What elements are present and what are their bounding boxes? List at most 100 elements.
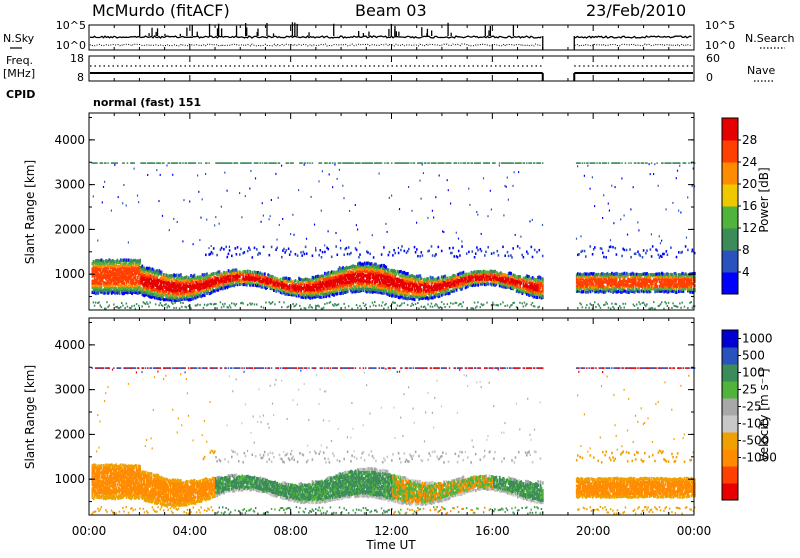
echo-cell [526, 280, 528, 283]
echo-cell [223, 305, 225, 307]
echo-cell [278, 197, 279, 199]
echo-cell [417, 255, 419, 258]
echo-cell [161, 271, 163, 274]
echo-cell [498, 254, 500, 257]
echo-cell [315, 249, 317, 252]
echo-cell [298, 189, 299, 191]
echo-cell [359, 162, 361, 164]
echo-cell [600, 162, 602, 164]
echo-cell [448, 189, 449, 191]
echo-cell [441, 301, 443, 303]
echo-cell [416, 222, 417, 224]
echo-cell [126, 303, 128, 305]
echo-cell [249, 188, 250, 190]
echo-cell [224, 303, 226, 305]
echo-cell [599, 305, 601, 307]
echo-cell [539, 249, 541, 252]
echo-cell [337, 292, 339, 295]
echo-cell [301, 162, 303, 164]
echo-cell [283, 248, 285, 251]
echo-cell [307, 162, 309, 164]
echo-cell [213, 247, 215, 250]
echo-cell [173, 218, 174, 220]
echo-cell [318, 180, 319, 182]
echo-cell [451, 252, 453, 255]
echo-cell [472, 162, 474, 164]
echo-cell [519, 285, 521, 288]
echo-cell [237, 246, 239, 249]
echo-cell [504, 185, 505, 187]
noise-trace [90, 22, 692, 50]
echo-cell [207, 304, 209, 306]
echo-cell [198, 162, 200, 164]
nave-tick-right-top: 60 [706, 52, 720, 65]
echo-cell [139, 259, 141, 262]
echo-cell [519, 302, 521, 304]
noise-tick-right-top: 10^5 [705, 19, 735, 32]
echo-cell [415, 281, 417, 284]
echo-cell [197, 175, 198, 177]
echo-cell [624, 307, 626, 309]
echo-cell [627, 234, 628, 236]
echo-cell [658, 254, 660, 257]
echo-cell [321, 296, 323, 299]
echo-cell [322, 170, 323, 172]
echo-cell [584, 175, 585, 177]
echo-cell [335, 232, 336, 234]
echo-cell [160, 302, 162, 304]
echo-cell [315, 247, 316, 249]
echo-cell [296, 303, 298, 305]
echo-cell [379, 304, 381, 306]
echo-cell [608, 307, 610, 309]
echo-cell [323, 275, 325, 278]
echo-cell [410, 162, 412, 164]
echo-cell [504, 305, 506, 307]
echo-cell [651, 255, 653, 258]
echo-cell [439, 175, 440, 177]
echo-cell [622, 303, 624, 305]
echo-cell [526, 303, 528, 305]
echo-cell [343, 254, 345, 257]
echo-cell [587, 162, 589, 164]
echo-cell [435, 196, 436, 198]
echo-cell [215, 216, 216, 218]
echo-cell [106, 301, 108, 303]
echo-cell [252, 303, 254, 305]
echo-cell [615, 247, 617, 250]
echo-cell [646, 249, 648, 252]
echo-cell [357, 307, 359, 309]
echo-cell [281, 306, 283, 308]
echo-cell [519, 247, 520, 249]
echo-cell [427, 217, 428, 219]
echo-cell [610, 245, 612, 248]
echo-cell [661, 301, 663, 303]
echo-cell [357, 229, 358, 231]
echo-cell [542, 277, 544, 280]
freq-label: Freq. [6, 54, 33, 67]
echo-cell [387, 231, 388, 233]
echo-cell [503, 214, 504, 216]
echo-cell [443, 162, 445, 164]
echo-cell [523, 306, 525, 308]
echo-cell [474, 256, 476, 259]
echo-cell [480, 162, 482, 164]
echo-cell [474, 302, 476, 304]
echo-cell [520, 282, 522, 285]
echo-cell [630, 162, 632, 164]
echo-cell [328, 271, 330, 274]
echo-cell [339, 169, 340, 171]
freq-tick-left-top: 18 [70, 52, 84, 65]
echo-cell [343, 303, 345, 305]
echo-cell [388, 162, 390, 164]
echo-cell [577, 307, 579, 309]
echo-cell [529, 220, 530, 222]
power-heatmap [92, 162, 696, 309]
echo-cell [281, 165, 282, 167]
echo-cell [653, 301, 655, 303]
echo-cell [369, 253, 371, 256]
echo-cell [158, 200, 159, 202]
echo-cell [249, 270, 251, 273]
echo-cell [472, 250, 474, 253]
echo-cell [237, 162, 239, 164]
